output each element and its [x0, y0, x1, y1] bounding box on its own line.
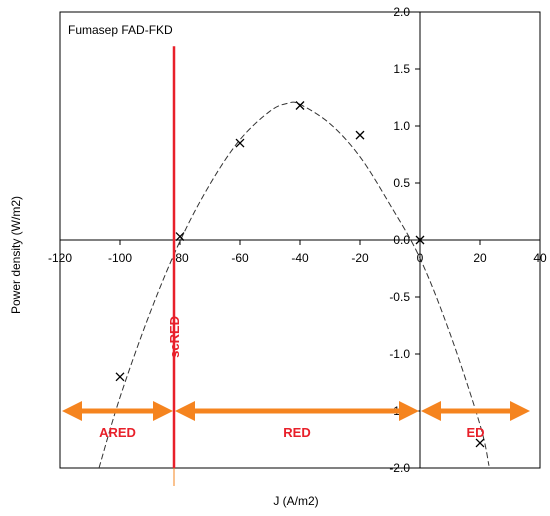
y-tick-label: -2.0 — [389, 461, 410, 475]
x-axis-title: J (A/m2) — [273, 494, 318, 508]
data-point-stroke — [295, 101, 305, 110]
data-point — [295, 101, 305, 110]
y-tick-label: 0.5 — [393, 176, 410, 190]
x-tick-label: -60 — [231, 251, 249, 265]
data-point-stroke — [475, 438, 485, 448]
data-point — [415, 235, 425, 245]
data-point — [235, 138, 245, 148]
data-point — [115, 372, 125, 382]
data-point — [475, 438, 485, 448]
points-layer — [115, 101, 485, 448]
fit-curve — [98, 101, 490, 469]
x-tick-label: -80 — [171, 251, 189, 265]
x-tick-label: 20 — [473, 251, 487, 265]
region-label-ed: ED — [466, 425, 484, 440]
y-tick-label: 0.0 — [393, 233, 410, 247]
data-point-stroke — [415, 235, 425, 245]
data-point-stroke — [355, 130, 365, 140]
region-label-red: RED — [283, 425, 310, 440]
region-label-ared: ARED — [99, 425, 136, 440]
x-tick-label: 40 — [533, 251, 547, 265]
region-layer: ARED RED ED — [62, 401, 530, 440]
data-point-stroke — [235, 138, 245, 148]
x-tick-label: -120 — [48, 251, 72, 265]
data-point-stroke — [175, 232, 185, 242]
data-point-stroke — [115, 372, 125, 382]
data-point — [355, 130, 365, 140]
vertical-line-layer: scRED — [167, 46, 182, 486]
y-tick-label: -1.0 — [389, 347, 410, 361]
scred-label: scRED — [167, 316, 182, 358]
y-tick-label: 1.5 — [393, 62, 410, 76]
data-point — [175, 232, 185, 242]
x-tick-label: -20 — [351, 251, 369, 265]
y-tick-label: 2.0 — [393, 5, 410, 19]
fit-curve-layer — [98, 101, 490, 469]
chart-title: Fumasep FAD-FKD — [68, 23, 173, 37]
y-axis-title: Power density (W/m2) — [9, 196, 23, 314]
x-tick-label: -40 — [291, 251, 309, 265]
y-tick-label: 1.0 — [393, 119, 410, 133]
x-tick-label: -100 — [108, 251, 132, 265]
y-tick-label: -0.5 — [389, 290, 410, 304]
